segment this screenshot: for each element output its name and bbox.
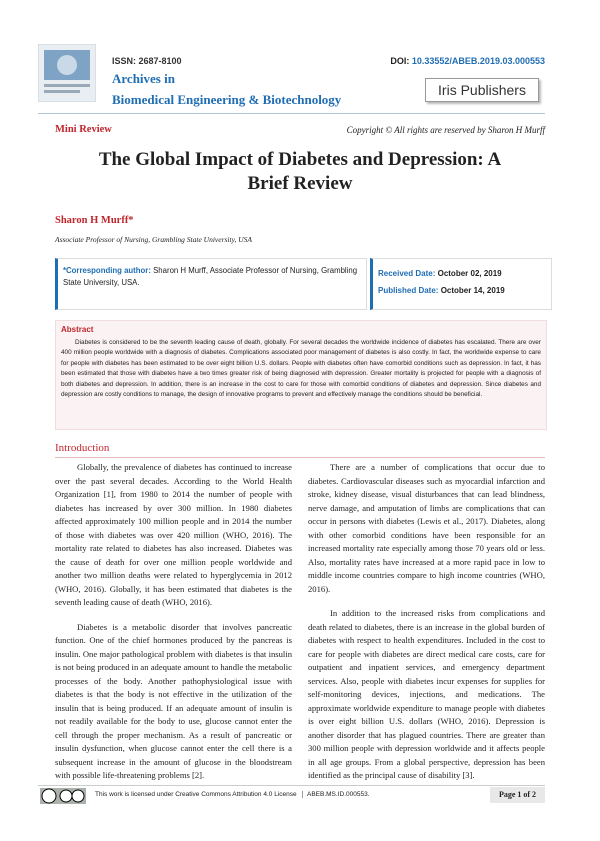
copyright: Copyright © All rights are reserved by S… <box>346 125 545 135</box>
header-rule <box>38 113 545 114</box>
paragraph: There are a number of complications that… <box>308 462 545 594</box>
correspondence-box: *Corresponding author: Sharon H Murff, A… <box>55 258 367 310</box>
abstract-box: Abstract Diabetes is considered to be th… <box>55 320 547 430</box>
received-label: Received Date: <box>378 269 436 278</box>
author-name: Sharon H Murff* <box>55 215 134 226</box>
paragraph: Diabetes is a metabolic disorder that in… <box>55 621 292 781</box>
abstract-text: Diabetes is considered to be the seventh… <box>61 339 541 399</box>
journal-line2: Biomedical Engineering & Biotechnology <box>112 92 342 107</box>
cc-license-icon <box>40 788 86 804</box>
doi: DOI: 10.33552/ABEB.2019.03.000553 <box>390 56 545 66</box>
received-date: October 02, 2019 <box>437 269 502 278</box>
page-number: Page 1 of 2 <box>490 787 545 803</box>
author-affiliation: Associate Professor of Nursing, Gramblin… <box>55 235 253 244</box>
doi-label: DOI: <box>390 56 410 66</box>
dates-box: Received Date: October 02, 2019 Publishe… <box>370 258 552 310</box>
footer-license: This work is licensed under Creative Com… <box>95 791 297 798</box>
article-title: The Global Impact of Diabetes and Depres… <box>98 149 502 194</box>
correspondence-text: Sharon H Murff, Associate Professor of N… <box>63 266 358 287</box>
doi-value: 10.33552/ABEB.2019.03.000553 <box>411 56 545 66</box>
right-column: There are a number of complications that… <box>308 461 545 794</box>
footer-rule <box>38 785 545 786</box>
paragraph: In addition to the increased risks from … <box>308 608 545 780</box>
issn: ISSN: 2687-8100 <box>112 56 182 66</box>
footer-code: ABEB.MS.ID.000553. <box>302 791 370 798</box>
section-rule <box>55 457 545 458</box>
published-date: October 14, 2019 <box>440 286 505 295</box>
publisher-logo: Iris Publishers <box>425 78 539 102</box>
abstract-heading: Abstract <box>61 325 94 334</box>
article-type: Mini Review <box>55 124 112 135</box>
left-column: Globally, the prevalence of diabetes has… <box>55 461 292 794</box>
correspondence-label: *Corresponding author: <box>63 266 151 275</box>
journal-line1: Archives in <box>112 71 175 86</box>
paragraph: Globally, the prevalence of diabetes has… <box>55 462 292 607</box>
section-heading: Introduction <box>55 442 110 454</box>
journal-logo <box>38 44 96 102</box>
published-label: Published Date: <box>378 286 439 295</box>
